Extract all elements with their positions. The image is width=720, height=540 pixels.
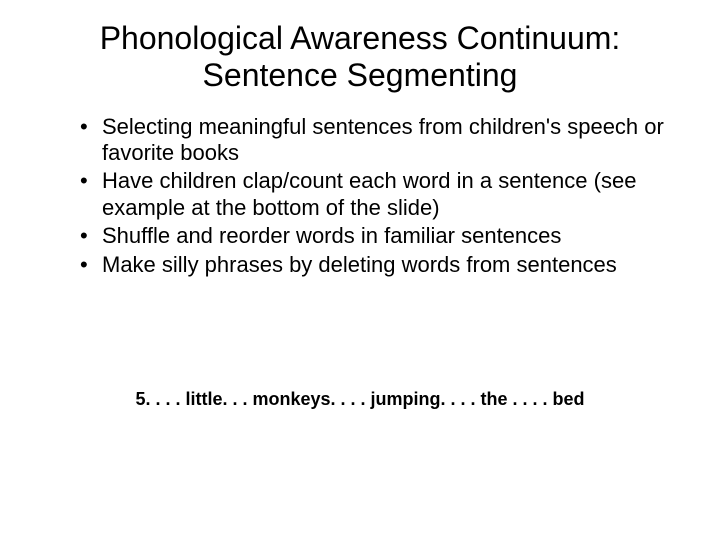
bullet-item: Selecting meaningful sentences from chil… <box>80 114 670 167</box>
bullet-text: Shuffle and reorder words in familiar se… <box>102 223 561 248</box>
title-line-1: Phonological Awareness Continuum: <box>100 20 621 56</box>
bullet-item: Shuffle and reorder words in familiar se… <box>80 223 670 249</box>
slide-title: Phonological Awareness Continuum: Senten… <box>50 20 670 94</box>
bullet-item: Have children clap/count each word in a … <box>80 168 670 221</box>
footer-example: 5. . . . little. . . monkeys. . . . jump… <box>0 389 720 410</box>
title-line-2: Sentence Segmenting <box>203 57 518 93</box>
bullet-text: Have children clap/count each word in a … <box>102 168 636 219</box>
bullet-list: Selecting meaningful sentences from chil… <box>50 114 670 278</box>
bullet-text: Make silly phrases by deleting words fro… <box>102 252 617 277</box>
slide: Phonological Awareness Continuum: Senten… <box>0 0 720 540</box>
bullet-item: Make silly phrases by deleting words fro… <box>80 252 670 278</box>
bullet-text: Selecting meaningful sentences from chil… <box>102 114 664 165</box>
